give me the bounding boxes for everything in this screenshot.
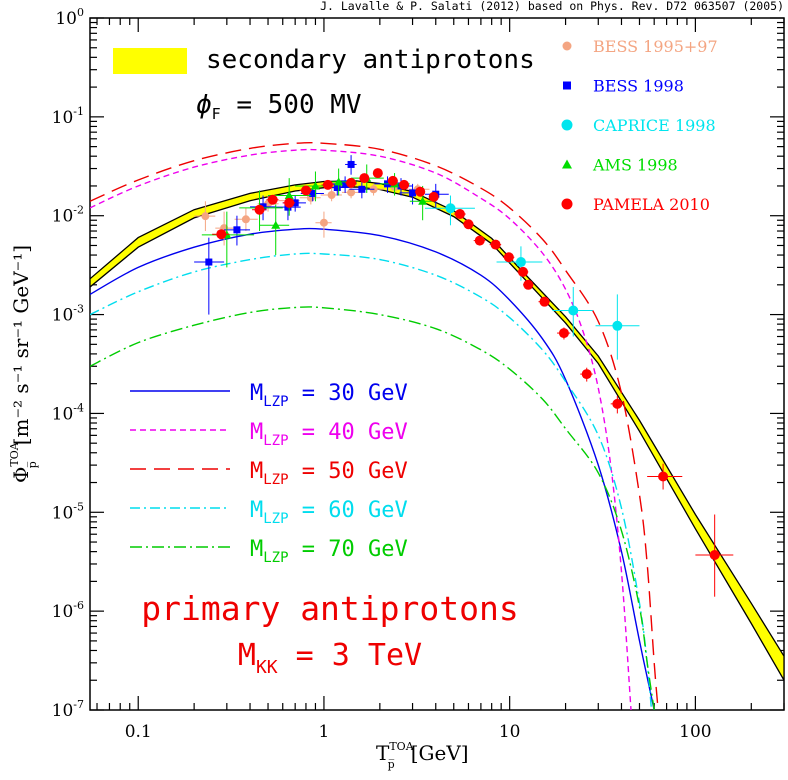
point-pamela — [399, 179, 410, 190]
point-pamela — [299, 185, 312, 196]
legend-label-caprice: CAPRICE 1998 — [593, 116, 716, 135]
x-tick-label: 10 — [499, 722, 521, 742]
x-tick-labels: 0.1 1 10 100 — [125, 722, 712, 742]
legend-label-m60: MLZP = 60 GeV — [250, 498, 408, 527]
x-tick-label: 1 — [319, 722, 330, 742]
legend-label-m40: MLZP = 40 GeV — [250, 420, 408, 449]
x-axis-label: TTOA p̅ [GeV] — [376, 740, 469, 771]
point-ams — [259, 204, 290, 256]
curve-m70 — [90, 306, 655, 710]
curve-m60 — [90, 252, 653, 710]
legend-label-bess9597: BESS 1995+97 — [593, 37, 718, 56]
legend-label-m70: MLZP = 70 GeV — [250, 537, 408, 566]
y-axis-label: ΦTOA p̅[m⁻² s⁻¹ sr⁻¹ GeV⁻¹] — [8, 245, 39, 483]
point-bess98 — [194, 237, 225, 315]
point-bess9597 — [234, 207, 258, 232]
legend-label-m50: MLZP = 50 GeV — [250, 459, 408, 488]
point-pamela — [538, 296, 551, 307]
legend-label-pamela: PAMELA 2010 — [593, 195, 710, 214]
point-pamela — [647, 463, 683, 490]
secondary-band-swatch — [113, 48, 187, 74]
curve-m50 — [90, 141, 659, 710]
legend-label-m30: MLZP = 30 GeV — [250, 381, 408, 410]
point-pamela — [473, 235, 486, 246]
legend-marker-pamela — [561, 198, 573, 210]
point-pamela — [580, 367, 593, 382]
secondary-label: secondary antiprotons — [206, 45, 535, 75]
point-pamela — [372, 168, 383, 179]
point-pamela — [502, 252, 515, 263]
point-pamela — [428, 191, 439, 202]
y-tick-label: 10-1 — [52, 105, 84, 128]
point-pamela — [321, 179, 334, 190]
legend-marker-caprice — [561, 119, 573, 131]
point-pamela — [415, 186, 426, 197]
x-tick-label: 0.1 — [125, 722, 152, 742]
mkk-label: MKK = 3 TeV — [238, 638, 422, 678]
point-bess98 — [224, 215, 251, 246]
curve-m40 — [90, 148, 632, 710]
point-bess9597 — [194, 201, 216, 232]
point-pamela — [282, 197, 296, 208]
axis-ticks — [90, 17, 785, 711]
point-pamela — [252, 204, 267, 215]
point-bess9597 — [315, 211, 332, 238]
point-bess98 — [349, 181, 375, 199]
data-legend: BESS 1995+97 BESS 1998 CAPRICE 1998 AMS 199… — [561, 37, 718, 214]
y-tick-label: 10-2 — [52, 204, 84, 227]
data-points — [194, 155, 734, 597]
y-tick-label: 10-3 — [52, 303, 84, 326]
x-tick-label: 100 — [679, 722, 711, 742]
point-bess98 — [345, 155, 357, 175]
point-caprice — [496, 246, 543, 281]
point-caprice — [552, 287, 593, 337]
legend-marker-bess98 — [563, 81, 571, 90]
point-pamela — [266, 194, 279, 205]
y-tick-label: 100 — [55, 6, 84, 29]
point-pamela — [387, 175, 398, 186]
point-pamela — [359, 173, 370, 184]
point-pamela — [462, 219, 474, 230]
y-tick-label: 10-6 — [52, 599, 84, 622]
legend-marker-bess9597 — [562, 41, 572, 51]
point-pamela — [453, 209, 466, 220]
legend-label-ams: AMS 1998 — [592, 156, 678, 175]
point-caprice — [595, 294, 640, 360]
point-pamela — [610, 396, 624, 414]
legend-label-bess98: BESS 1998 — [593, 77, 684, 96]
point-pamela — [557, 327, 571, 340]
y-tick-label: 10-5 — [52, 500, 84, 523]
point-pamela — [695, 514, 734, 597]
primary-label: primary antiprotons — [141, 589, 519, 628]
phi-label: ϕF = 500 MV — [196, 90, 362, 123]
point-caprice — [424, 195, 475, 226]
y-tick-label: 10-4 — [52, 401, 84, 424]
y-tick-labels: 100 10-1 10-2 10-3 10-4 10-5 10-6 10-7 — [52, 6, 84, 721]
curve-legend: MLZP = 30 GeV MLZP = 40 GeV MLZP = 50 GeV M… — [130, 381, 408, 566]
chart-title: J. Lavalle & P. Salati (2012) based on P… — [320, 0, 784, 13]
point-pamela — [523, 279, 534, 290]
point-pamela — [517, 266, 529, 277]
legend-marker-ams — [562, 159, 572, 169]
point-pamela — [489, 239, 502, 250]
point-pamela — [212, 229, 230, 240]
point-pamela — [345, 177, 357, 188]
plot-frame — [89, 17, 785, 711]
y-tick-label: 10-7 — [52, 698, 84, 721]
